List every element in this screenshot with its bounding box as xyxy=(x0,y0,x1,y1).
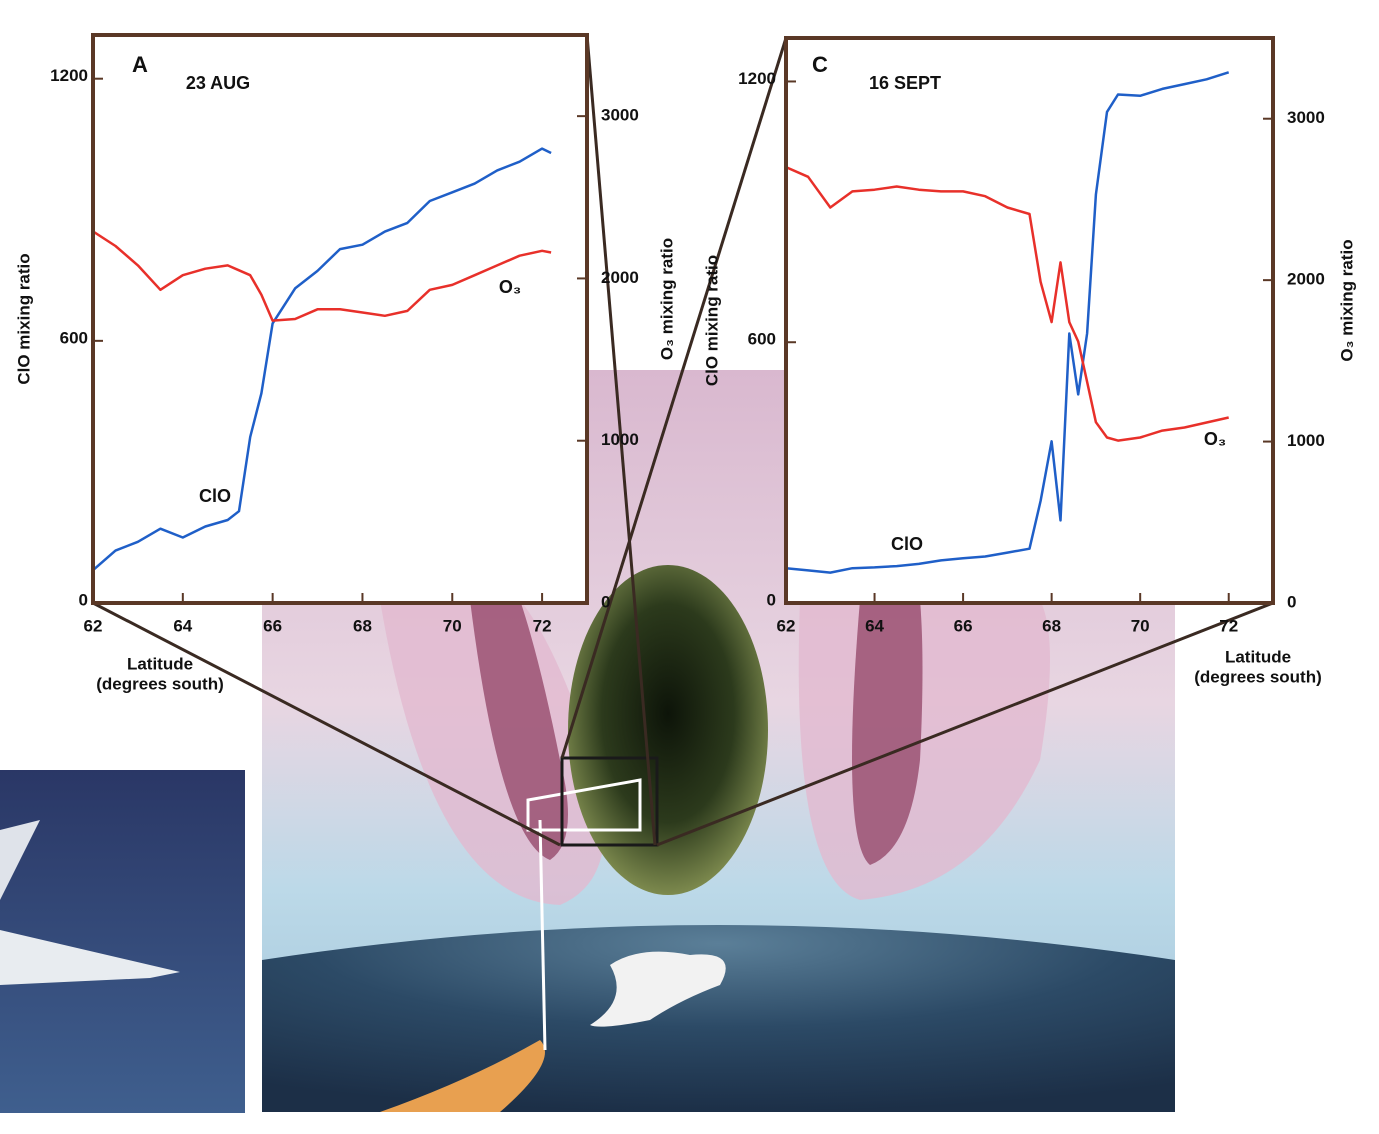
x-tick-label: 64 xyxy=(173,616,192,635)
y2-tick-label: 2000 xyxy=(601,268,639,287)
y2-tick-label: 2000 xyxy=(1287,270,1325,289)
y2-tick-label: 0 xyxy=(601,592,610,611)
x-tick-label: 70 xyxy=(1131,616,1150,635)
y-tick-label: 600 xyxy=(748,330,776,349)
y-tick-label: 600 xyxy=(60,328,88,347)
figure: ClO O₃ 0 600 1200 0 1000 2000 3000 62 64 66 68 70 72 La… xyxy=(0,0,1379,1134)
chart-panel: ClO O₃ 0 600 1200 0 1000 2000 3000 62 64 66 68 70 72 La… xyxy=(14,35,676,693)
series-label: O₃ xyxy=(499,277,521,297)
x-tick-label: 72 xyxy=(1219,616,1238,635)
y-axis-label: ClO mixing ratio xyxy=(14,253,33,384)
plot-area xyxy=(786,38,1273,603)
x-axis-label: Latitude xyxy=(127,654,193,673)
x-tick-label: 62 xyxy=(84,616,103,635)
y-tick-label: 1200 xyxy=(50,66,88,85)
x-tick-label: 72 xyxy=(533,616,552,635)
earth xyxy=(262,925,1175,1112)
x-tick-label: 70 xyxy=(443,616,462,635)
y2-axis-label: O₃ mixing ratio xyxy=(1337,239,1356,361)
y-tick-label: 1200 xyxy=(738,69,776,88)
x-axis-label: Latitude xyxy=(1225,647,1291,666)
x-tick-label: 66 xyxy=(954,616,973,635)
x-axis-label: (degrees south) xyxy=(96,674,224,693)
panel-letter: C xyxy=(812,52,828,77)
series-label: ClO xyxy=(891,534,923,554)
panel-title: 23 AUG xyxy=(186,73,250,93)
y-tick-label: 0 xyxy=(79,590,88,609)
x-tick-label: 68 xyxy=(1042,616,1061,635)
panel-title: 16 SEPT xyxy=(869,73,941,93)
x-tick-label: 64 xyxy=(865,616,884,635)
y-tick-label: 0 xyxy=(767,590,776,609)
series-label: O₃ xyxy=(1204,429,1226,449)
y2-tick-label: 1000 xyxy=(601,430,639,449)
x-tick-label: 66 xyxy=(263,616,282,635)
y2-tick-label: 3000 xyxy=(601,106,639,125)
panel-letter: A xyxy=(132,52,148,77)
x-axis-label: (degrees south) xyxy=(1194,667,1322,686)
x-tick-label: 62 xyxy=(777,616,796,635)
series-label: ClO xyxy=(199,486,231,506)
y2-tick-label: 0 xyxy=(1287,592,1296,611)
y2-tick-label: 1000 xyxy=(1287,431,1325,450)
plot-area xyxy=(93,35,587,603)
y2-axis-label: O₃ mixing ratio xyxy=(657,238,676,360)
x-tick-label: 68 xyxy=(353,616,372,635)
chart-panel: ClO O₃ 0 600 1200 0 1000 2000 3000 62 64 66 68 70 72 La… xyxy=(702,38,1356,686)
y2-tick-label: 3000 xyxy=(1287,108,1325,127)
page: {"chart_data": [ {"type": "line", "panel… xyxy=(0,0,1379,1134)
y-axis-label: ClO mixing ratio xyxy=(702,255,721,386)
